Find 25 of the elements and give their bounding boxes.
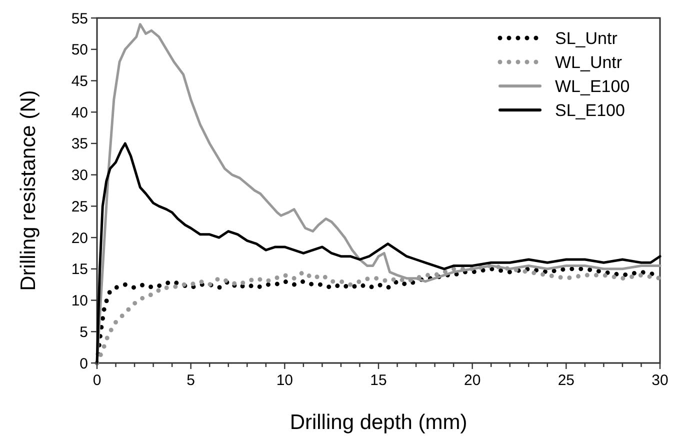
y-tick-label: 15 bbox=[71, 261, 88, 278]
y-axis-title: Drilling resistance (N) bbox=[17, 90, 40, 291]
x-tick-label: 20 bbox=[464, 372, 481, 389]
x-tick-label: 15 bbox=[370, 372, 387, 389]
legend-label: WL_E100 bbox=[555, 76, 630, 96]
y-tick-label: 0 bbox=[80, 355, 88, 372]
y-tick-label: 10 bbox=[71, 292, 88, 310]
legend-label: SL_Untr bbox=[555, 28, 618, 48]
x-axis-title: Drilling depth (mm) bbox=[290, 411, 468, 434]
y-tick-label: 55 bbox=[71, 10, 88, 28]
y-tick-label: 45 bbox=[71, 72, 88, 90]
x-tick-label: 0 bbox=[92, 372, 102, 389]
legend-label: SL_E100 bbox=[555, 100, 625, 120]
y-tick-label: 25 bbox=[71, 198, 88, 216]
x-tick-label: 30 bbox=[652, 372, 668, 389]
x-tick-label: 10 bbox=[276, 372, 294, 389]
x-tick-label: 25 bbox=[558, 372, 575, 389]
y-tick-label: 5 bbox=[80, 324, 88, 341]
y-tick-label: 30 bbox=[71, 167, 88, 184]
y-tick-label: 50 bbox=[71, 42, 88, 59]
legend-label: WL_Untr bbox=[555, 52, 622, 72]
y-tick-label: 35 bbox=[71, 136, 88, 153]
x-tick-label: 5 bbox=[186, 372, 196, 389]
y-tick-label: 40 bbox=[71, 104, 88, 122]
y-tick-label: 20 bbox=[71, 230, 88, 247]
